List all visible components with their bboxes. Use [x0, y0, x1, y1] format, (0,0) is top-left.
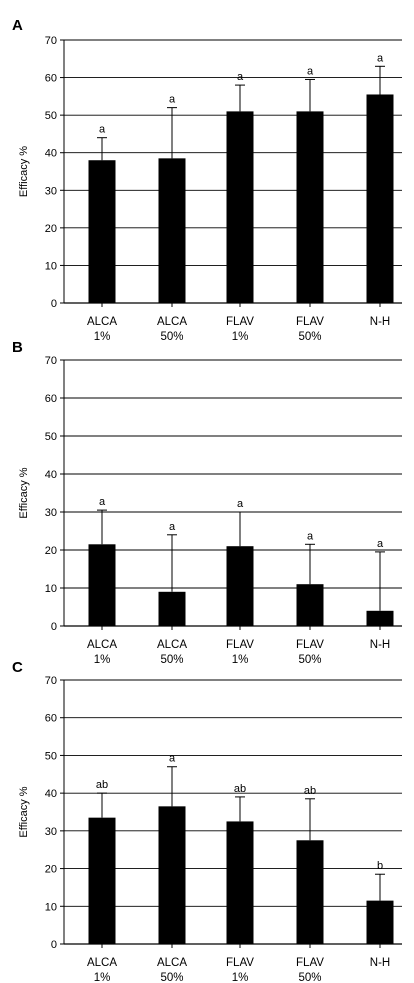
significance-letter: ab — [96, 779, 108, 791]
significance-letter: a — [237, 498, 244, 510]
bar — [226, 111, 254, 303]
x-tick-label-line2: 50% — [160, 972, 183, 983]
x-tick-label: N-H — [370, 639, 390, 651]
y-tick-label: 70 — [45, 35, 57, 47]
x-tick-label: FLAV — [226, 316, 254, 328]
y-tick-label: 40 — [45, 469, 57, 481]
bar — [88, 817, 116, 944]
panel-label: B — [12, 339, 23, 356]
x-tick-label: N-H — [370, 957, 390, 969]
bar — [366, 610, 394, 626]
y-axis-label: Efficacy % — [18, 146, 30, 197]
x-tick-label: ALCA — [157, 639, 187, 651]
x-tick-label-line2: 1% — [94, 972, 111, 983]
y-tick-label: 20 — [45, 864, 57, 876]
bar — [158, 806, 186, 944]
x-tick-label: N-H — [370, 316, 390, 328]
bar — [88, 544, 116, 626]
bar — [158, 158, 186, 303]
significance-letter: a — [307, 530, 314, 542]
significance-letter: a — [237, 71, 244, 83]
chart-panel-a: A 0 10 20 30 40 50 60 70 Efficacy % a ALCA 1% a ALCA 50… — [12, 17, 402, 343]
x-tick-label-line2: 50% — [298, 331, 321, 343]
y-axis-label: Efficacy % — [18, 786, 30, 837]
y-tick-label: 60 — [45, 713, 57, 725]
significance-letter: a — [377, 52, 384, 64]
y-tick-label: 30 — [45, 185, 57, 197]
y-tick-label: 30 — [45, 507, 57, 519]
y-tick-label: 20 — [45, 545, 57, 557]
bar — [296, 111, 324, 303]
bar — [366, 94, 394, 303]
y-tick-label: 20 — [45, 223, 57, 235]
x-tick-label: ALCA — [157, 957, 187, 969]
y-tick-label: 0 — [51, 939, 57, 951]
significance-letter: a — [99, 496, 106, 508]
y-tick-label: 60 — [45, 73, 57, 85]
bar — [296, 584, 324, 626]
y-tick-label: 30 — [45, 826, 57, 838]
bar — [226, 546, 254, 626]
panel-label: C — [12, 659, 23, 676]
bar — [226, 821, 254, 944]
panel-label: A — [12, 17, 23, 34]
significance-letter: ab — [234, 783, 246, 795]
y-tick-label: 50 — [45, 431, 57, 443]
x-tick-label: FLAV — [296, 639, 324, 651]
x-tick-label: FLAV — [226, 957, 254, 969]
y-tick-label: 50 — [45, 750, 57, 762]
x-tick-label: ALCA — [87, 639, 117, 651]
x-tick-label: ALCA — [87, 957, 117, 969]
significance-letter: a — [169, 753, 176, 765]
y-axis-label: Efficacy % — [18, 467, 30, 518]
y-tick-label: 70 — [45, 355, 57, 367]
significance-letter: ab — [304, 785, 316, 797]
bar — [88, 160, 116, 303]
x-tick-label-line2: 50% — [160, 331, 183, 343]
x-tick-label: ALCA — [157, 316, 187, 328]
significance-letter: a — [99, 124, 106, 136]
x-tick-label-line2: 1% — [94, 654, 111, 666]
chart-panel-c: C 0 10 20 30 40 50 60 70 Efficacy % ab ALCA 1% a ALCA 5… — [12, 659, 402, 983]
y-tick-label: 0 — [51, 298, 57, 310]
significance-letter: a — [377, 538, 384, 550]
x-tick-label-line2: 1% — [232, 972, 249, 983]
y-tick-label: 70 — [45, 675, 57, 687]
y-tick-label: 0 — [51, 621, 57, 633]
bar — [366, 900, 394, 944]
x-tick-label-line2: 50% — [298, 654, 321, 666]
y-tick-label: 60 — [45, 393, 57, 405]
bar — [158, 591, 186, 626]
x-tick-label-line2: 50% — [298, 972, 321, 983]
y-tick-label: 40 — [45, 788, 57, 800]
x-tick-label-line2: 1% — [232, 654, 249, 666]
bar — [296, 840, 324, 944]
x-tick-label-line2: 1% — [94, 331, 111, 343]
x-tick-label: ALCA — [87, 316, 117, 328]
x-tick-label-line2: 1% — [232, 331, 249, 343]
x-tick-label: FLAV — [296, 316, 324, 328]
chart-panel-b: B 0 10 20 30 40 50 60 70 Efficacy % a ALCA 1% a ALCA 50… — [12, 339, 402, 666]
y-tick-label: 10 — [45, 583, 57, 595]
significance-letter: b — [377, 860, 383, 872]
x-tick-label: FLAV — [296, 957, 324, 969]
x-tick-label: FLAV — [226, 639, 254, 651]
significance-letter: a — [169, 521, 176, 533]
y-tick-label: 10 — [45, 260, 57, 272]
significance-letter: a — [307, 65, 314, 77]
y-tick-label: 40 — [45, 148, 57, 160]
y-tick-label: 10 — [45, 901, 57, 913]
y-tick-label: 50 — [45, 110, 57, 122]
significance-letter: a — [169, 94, 176, 106]
x-tick-label-line2: 50% — [160, 654, 183, 666]
